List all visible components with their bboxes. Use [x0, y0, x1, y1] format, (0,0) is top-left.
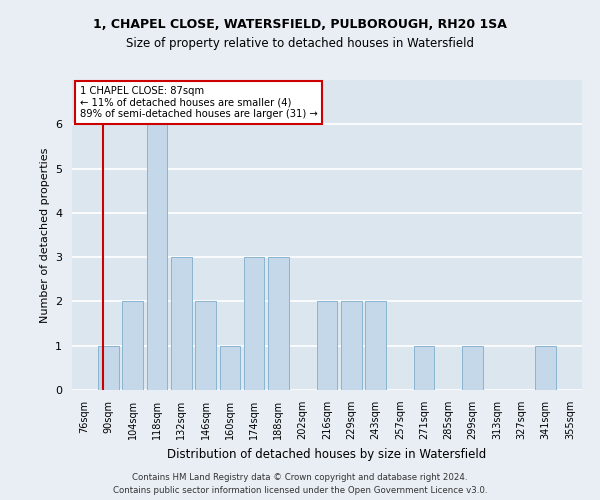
Bar — [463, 346, 483, 390]
Text: Contains HM Land Registry data © Crown copyright and database right 2024.
Contai: Contains HM Land Registry data © Crown c… — [113, 474, 487, 495]
Text: 1 CHAPEL CLOSE: 87sqm
← 11% of detached houses are smaller (4)
89% of semi-detac: 1 CHAPEL CLOSE: 87sqm ← 11% of detached … — [80, 86, 317, 120]
Bar — [171, 257, 191, 390]
Bar — [220, 346, 240, 390]
Bar — [535, 346, 556, 390]
Bar — [268, 257, 289, 390]
Text: 1, CHAPEL CLOSE, WATERSFIELD, PULBOROUGH, RH20 1SA: 1, CHAPEL CLOSE, WATERSFIELD, PULBOROUGH… — [93, 18, 507, 30]
X-axis label: Distribution of detached houses by size in Watersfield: Distribution of detached houses by size … — [167, 448, 487, 460]
Bar — [122, 302, 143, 390]
Bar — [244, 257, 265, 390]
Bar — [414, 346, 434, 390]
Bar — [341, 302, 362, 390]
Bar — [195, 302, 216, 390]
Bar — [146, 124, 167, 390]
Bar — [365, 302, 386, 390]
Bar — [317, 302, 337, 390]
Text: Size of property relative to detached houses in Watersfield: Size of property relative to detached ho… — [126, 38, 474, 51]
Bar — [98, 346, 119, 390]
Y-axis label: Number of detached properties: Number of detached properties — [40, 148, 50, 322]
